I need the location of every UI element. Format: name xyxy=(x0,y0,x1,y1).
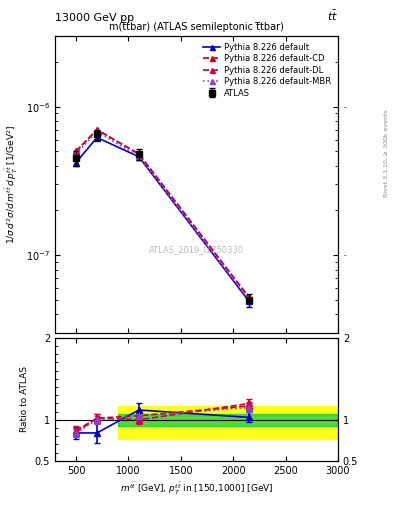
Text: ATLAS_2019_I1750330: ATLAS_2019_I1750330 xyxy=(149,245,244,254)
Pythia 8.226 default-CD xyxy=(136,151,141,157)
Line: Pythia 8.226 default-MBR: Pythia 8.226 default-MBR xyxy=(73,129,252,303)
Pythia 8.226 default xyxy=(246,298,251,304)
Pythia 8.226 default xyxy=(95,135,99,141)
Y-axis label: Ratio to ATLAS: Ratio to ATLAS xyxy=(20,367,29,432)
Line: Pythia 8.226 default: Pythia 8.226 default xyxy=(73,135,252,304)
Pythia 8.226 default xyxy=(73,160,78,166)
Pythia 8.226 default-CD xyxy=(95,126,99,133)
Y-axis label: $1/\sigma\,d^2\sigma/d\,m^{t\bar{t}}\,d\,p_T^{t\bar{t}}$ $[1/\mathrm{GeV}^2]$: $1/\sigma\,d^2\sigma/d\,m^{t\bar{t}}\,d\… xyxy=(4,124,20,244)
Pythia 8.226 default-DL xyxy=(73,148,78,155)
Pythia 8.226 default-CD xyxy=(246,294,251,301)
Line: Pythia 8.226 default-DL: Pythia 8.226 default-DL xyxy=(73,127,252,300)
Text: 13000 GeV pp: 13000 GeV pp xyxy=(55,13,134,23)
Title: m(t̅tbar) (ATLAS semileptonic t̅tbar): m(t̅tbar) (ATLAS semileptonic t̅tbar) xyxy=(109,23,284,32)
Text: $t\bar{t}$: $t\bar{t}$ xyxy=(327,9,338,23)
Pythia 8.226 default-DL xyxy=(246,294,251,301)
Line: Pythia 8.226 default-CD: Pythia 8.226 default-CD xyxy=(73,127,252,300)
Pythia 8.226 default xyxy=(136,154,141,160)
Legend: Pythia 8.226 default, Pythia 8.226 default-CD, Pythia 8.226 default-DL, Pythia 8: Pythia 8.226 default, Pythia 8.226 defau… xyxy=(201,40,334,100)
Pythia 8.226 default-MBR xyxy=(136,154,141,160)
X-axis label: $m^{t\bar{t}}$ [GeV], $p_T^{t\bar{t}}$ in [150,1000] [GeV]: $m^{t\bar{t}}$ [GeV], $p_T^{t\bar{t}}$ i… xyxy=(120,481,273,498)
Pythia 8.226 default-MBR xyxy=(246,297,251,303)
Pythia 8.226 default-CD xyxy=(73,148,78,155)
Pythia 8.226 default-DL xyxy=(136,151,141,157)
Pythia 8.226 default-DL xyxy=(95,126,99,133)
Pythia 8.226 default-MBR xyxy=(95,129,99,135)
Pythia 8.226 default-MBR xyxy=(73,151,78,157)
Text: Rivet 3.1.10, ≥ 300k events: Rivet 3.1.10, ≥ 300k events xyxy=(384,110,389,198)
